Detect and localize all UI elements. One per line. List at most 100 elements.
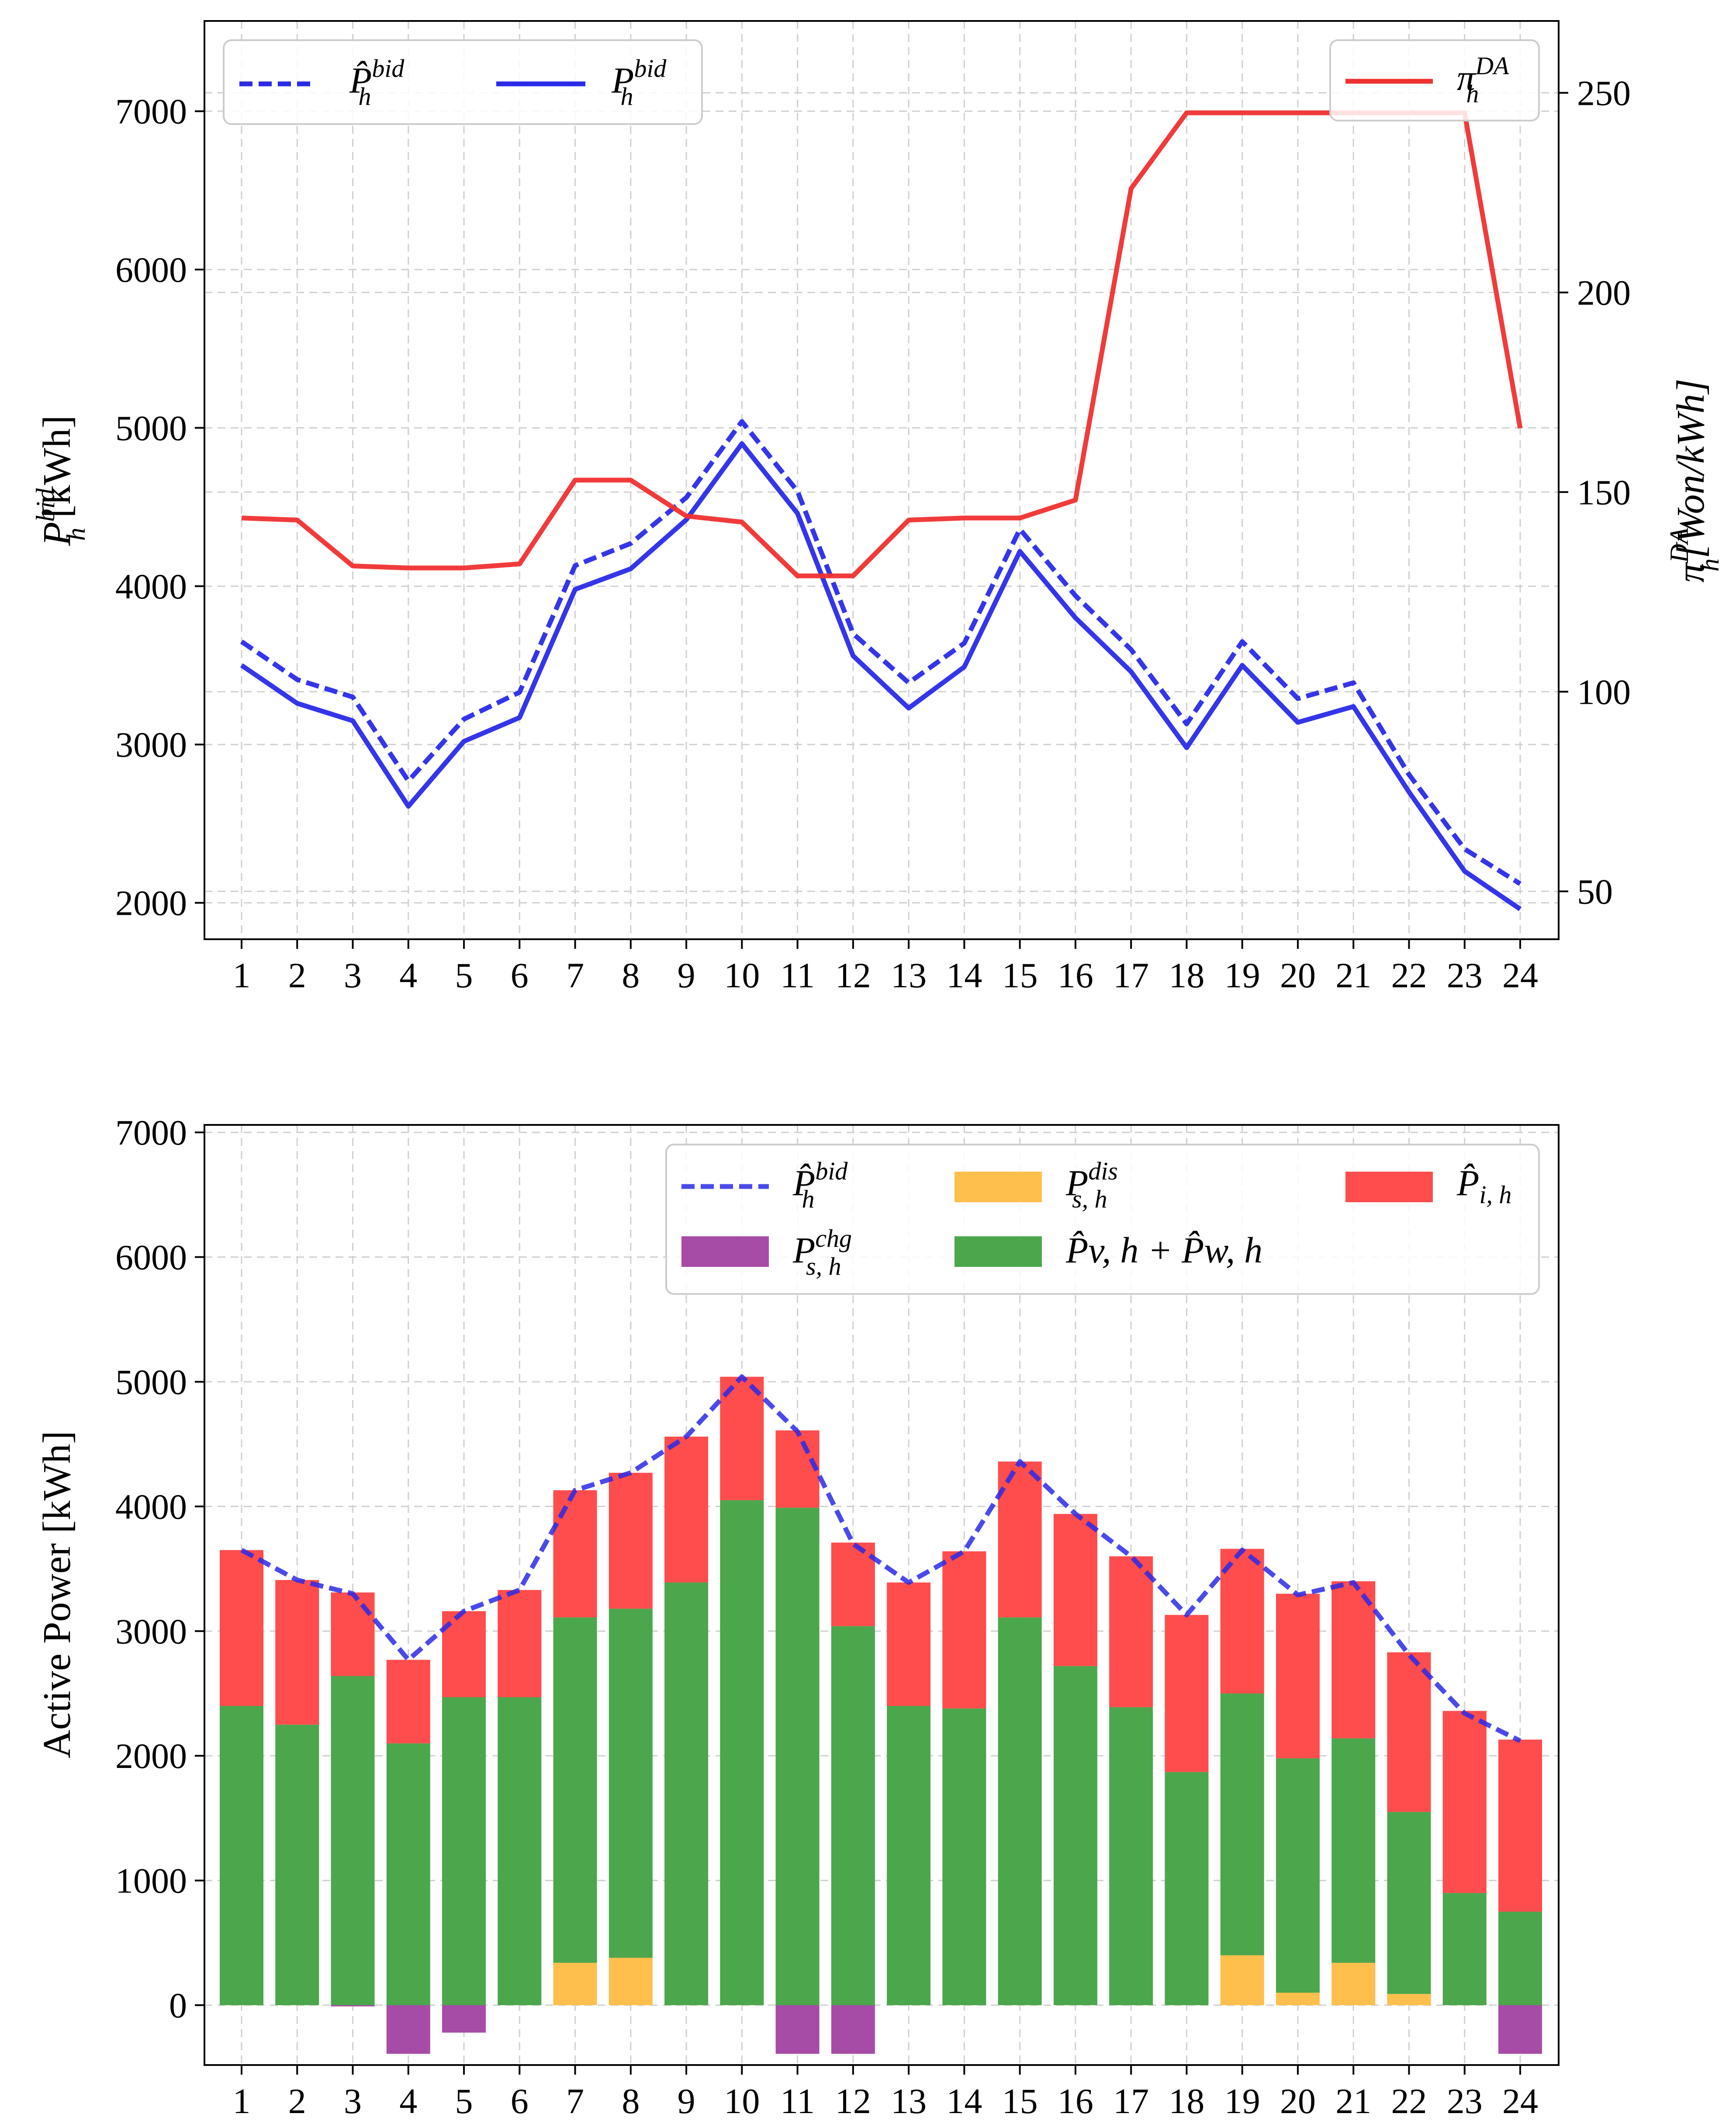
top-x-tick-21: 21: [1335, 955, 1371, 995]
top-x-tick-13: 13: [891, 955, 927, 995]
top-plot-frame: [204, 20, 1560, 940]
legend-import-swatch: [1345, 1172, 1433, 1202]
bottom-x-tick-12: 12: [835, 2081, 871, 2121]
legend-charge-swatch: [681, 1236, 769, 1267]
bar-discharge-22: [1387, 1994, 1431, 2006]
bar-import-24: [1498, 1740, 1542, 1912]
bar-import-7: [553, 1490, 597, 1618]
bottom-x-ticks: 1 2 3 4 5 6 7 8 9 10 11 12 13 14 15 16 17 18 19 20 21 22 23 24: [233, 2065, 1538, 2121]
top-x-tick-6: 6: [511, 955, 529, 995]
bottom-plot-frame: [204, 1124, 1560, 2066]
bar-renewable-24: [1498, 1911, 1542, 2006]
top-legend-left-box: [223, 39, 703, 125]
bar-import-8: [609, 1473, 653, 1609]
top-x-tick-15: 15: [1002, 955, 1038, 995]
bottom-x-tick-19: 19: [1224, 2081, 1260, 2121]
bar-import-14: [942, 1551, 986, 1709]
bar-renewable-21: [1331, 1738, 1376, 1963]
legend-renewable-swatch: [954, 1236, 1042, 1267]
bottom-x-tick-11: 11: [780, 2081, 815, 2121]
top-x-tick-23: 23: [1447, 955, 1483, 995]
bar-import-10: [720, 1377, 764, 1501]
legend-discharge-swatch: [954, 1172, 1042, 1202]
bar-import-22: [1387, 1652, 1431, 1812]
bottom-y-tick-4000: 4000: [115, 1487, 187, 1526]
bottom-y-tick-5000: 5000: [115, 1362, 187, 1402]
bottom-x-tick-10: 10: [724, 2081, 760, 2121]
bottom-bars: [220, 1377, 1542, 2054]
bar-import-13: [887, 1582, 931, 1706]
bottom-x-tick-5: 5: [455, 2081, 473, 2121]
bar-renewable-7: [553, 1617, 597, 1963]
top-legend-left: P̂bid h Pbid h: [223, 39, 703, 125]
bottom-x-tick-1: 1: [233, 2081, 251, 2121]
bar-import-20: [1276, 1594, 1320, 1758]
top-y2-tick-150: 150: [1577, 472, 1631, 512]
bottom-x-tick-9: 9: [678, 2081, 695, 2121]
top-x-tick-8: 8: [622, 955, 640, 995]
top-x-tick-16: 16: [1058, 955, 1093, 995]
bar-import-21: [1331, 1581, 1376, 1739]
bar-import-9: [664, 1436, 709, 1583]
top-x-tick-22: 22: [1391, 955, 1427, 995]
bar-import-18: [1165, 1615, 1209, 1772]
legend-bid-line-label: P̂bid h: [792, 1157, 848, 1213]
bottom-x-tick-6: 6: [511, 2081, 529, 2121]
bar-charge-24: [1498, 2005, 1542, 2054]
top-y-tick-5000: 5000: [115, 408, 187, 448]
bar-import-1: [220, 1550, 263, 1706]
bottom-x-tick-22: 22: [1391, 2081, 1427, 2121]
top-x-tick-24: 24: [1502, 955, 1538, 995]
bar-charge-12: [831, 2005, 875, 2054]
bottom-x-tick-23: 23: [1447, 2081, 1483, 2121]
legend-discharge-label: Pdis s, h: [1065, 1157, 1118, 1213]
bottom-x-tick-14: 14: [946, 2081, 982, 2121]
bottom-x-tick-20: 20: [1280, 2081, 1316, 2121]
bar-charge-4: [386, 2005, 430, 2054]
bar-renewable-10: [720, 1500, 764, 2006]
bottom-y-tick-0: 0: [169, 1986, 187, 2025]
top-y-tick-3000: 3000: [115, 725, 187, 765]
bottom-x-tick-21: 21: [1335, 2081, 1371, 2121]
bar-import-11: [775, 1430, 820, 1508]
top-x-tick-20: 20: [1280, 955, 1316, 995]
bar-import-19: [1220, 1549, 1264, 1694]
bottom-x-tick-24: 24: [1502, 2081, 1538, 2121]
bar-renewable-3: [331, 1676, 375, 2006]
bar-renewable-5: [442, 1697, 486, 2006]
legend-renewable-label: P̂v, h + P̂w, h: [1065, 1230, 1262, 1271]
bottom-x-tick-2: 2: [288, 2081, 306, 2121]
bar-renewable-9: [664, 1582, 709, 2006]
bottom-chart: 1 2 3 4 5 6 7 8 9 10 11 12 13 14 15 16 17 18 19 20 21 22 23 24 …: [35, 1113, 1560, 2121]
bar-import-15: [998, 1461, 1042, 1618]
top-y2-axis-label: πDAh[Won/kWh]: [1665, 379, 1724, 583]
bar-renewable-13: [887, 1706, 931, 2006]
bar-discharge-20: [1276, 1993, 1320, 2006]
top-x-tick-1: 1: [233, 955, 251, 995]
bottom-y-tick-6000: 6000: [115, 1238, 187, 1277]
top-y2-tick-250: 250: [1577, 73, 1631, 113]
top-x-tick-10: 10: [724, 955, 760, 995]
top-y2-tick-50: 50: [1577, 872, 1613, 911]
top-y2-ticks: 50 100 150 200 250: [1559, 73, 1631, 911]
bar-renewable-2: [275, 1724, 319, 2006]
top-y2-tick-200: 200: [1577, 273, 1631, 312]
legend-solid-bid-label: Pbid h: [611, 54, 667, 111]
bar-import-23: [1442, 1711, 1487, 1893]
top-chart: 1 2 3 4 5 6 7 8 9 10 11 12 13 14 15 16 17 18 19 20 21 22 23 24 …: [31, 20, 1724, 995]
bar-charge-5: [442, 2005, 486, 2033]
bottom-y-tick-2000: 2000: [115, 1736, 187, 1776]
bar-renewable-4: [386, 1743, 430, 2006]
top-legend-right: πDA h: [1329, 39, 1540, 121]
top-y2-tick-100: 100: [1577, 672, 1631, 712]
legend-charge-label: Pchg s, h: [792, 1224, 852, 1280]
bottom-y-tick-7000: 7000: [115, 1113, 187, 1152]
bar-renewable-6: [498, 1697, 542, 2006]
bar-renewable-11: [775, 1508, 820, 2006]
bar-import-12: [831, 1543, 875, 1626]
bar-renewable-17: [1109, 1707, 1153, 2006]
bar-charge-11: [775, 2005, 820, 2054]
bar-import-6: [498, 1590, 542, 1698]
top-x-tick-2: 2: [288, 955, 306, 995]
